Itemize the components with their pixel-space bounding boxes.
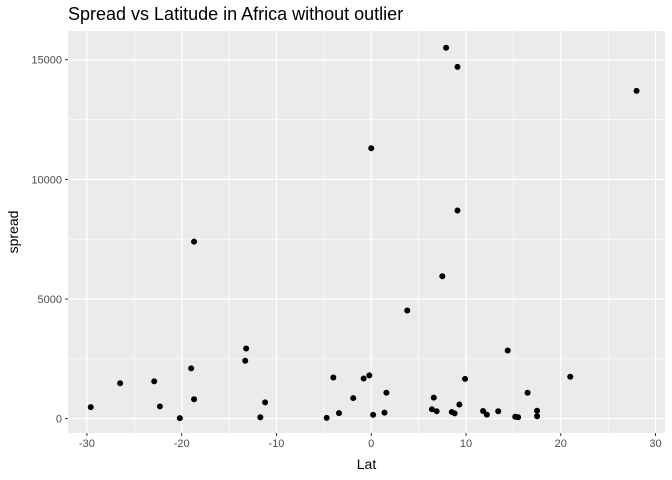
data-point [480,407,487,414]
data-point [381,409,388,416]
x-tick-label: -20 [174,438,190,450]
plot-panel [68,31,665,433]
data-point [433,408,440,415]
data-point [524,389,531,396]
data-point [151,378,158,385]
data-point [188,365,195,372]
data-point [366,372,373,379]
data-point [117,380,124,387]
data-point [87,404,94,411]
x-tick-label: -10 [269,438,285,450]
data-point [191,396,198,403]
data-points [87,44,640,422]
data-point [430,394,437,401]
x-tick-label: 10 [460,438,472,450]
major-gridlines [68,31,665,433]
data-point [368,145,375,152]
data-point [350,395,357,402]
data-point [443,44,450,51]
data-point [336,410,343,417]
data-point [370,411,377,418]
data-point [360,375,367,382]
data-point [462,375,469,382]
x-tick-label: -30 [79,438,95,450]
data-point [330,374,337,381]
data-point [191,238,198,245]
x-tick-label: 0 [368,438,374,450]
data-point [534,413,541,420]
data-point [257,414,264,421]
data-point [483,411,490,418]
data-point [176,415,183,422]
data-point [454,207,461,214]
x-axis-ticks: -30 -20 -10 0 10 20 30 [79,433,662,450]
minor-gridlines [68,31,665,433]
chart-title: Spread vs Latitude in Africa without out… [68,4,403,24]
y-tick-label: 5000 [38,294,62,306]
x-tick-label: 30 [649,438,661,450]
data-point [404,307,411,314]
data-point [439,273,446,280]
data-point [383,389,390,396]
data-point [262,399,269,406]
y-tick-label: 0 [56,414,62,426]
data-point [456,401,463,408]
data-point [515,414,522,421]
x-tick-label: 20 [555,438,567,450]
data-point [495,408,502,415]
data-point [534,407,541,414]
data-point [242,357,249,364]
data-point [567,373,574,380]
y-tick-label: 15000 [31,55,62,67]
data-point [156,403,163,410]
data-point [451,410,458,417]
x-axis-title: Lat [357,456,377,472]
y-tick-label: 10000 [31,174,62,186]
data-point [243,345,250,352]
data-point [323,414,330,421]
data-point [504,347,511,354]
y-axis-ticks: 0 5000 10000 15000 [31,55,68,426]
data-point [633,87,640,94]
data-point [454,63,461,70]
y-axis-title: spread [5,211,21,254]
data-point [428,406,435,413]
